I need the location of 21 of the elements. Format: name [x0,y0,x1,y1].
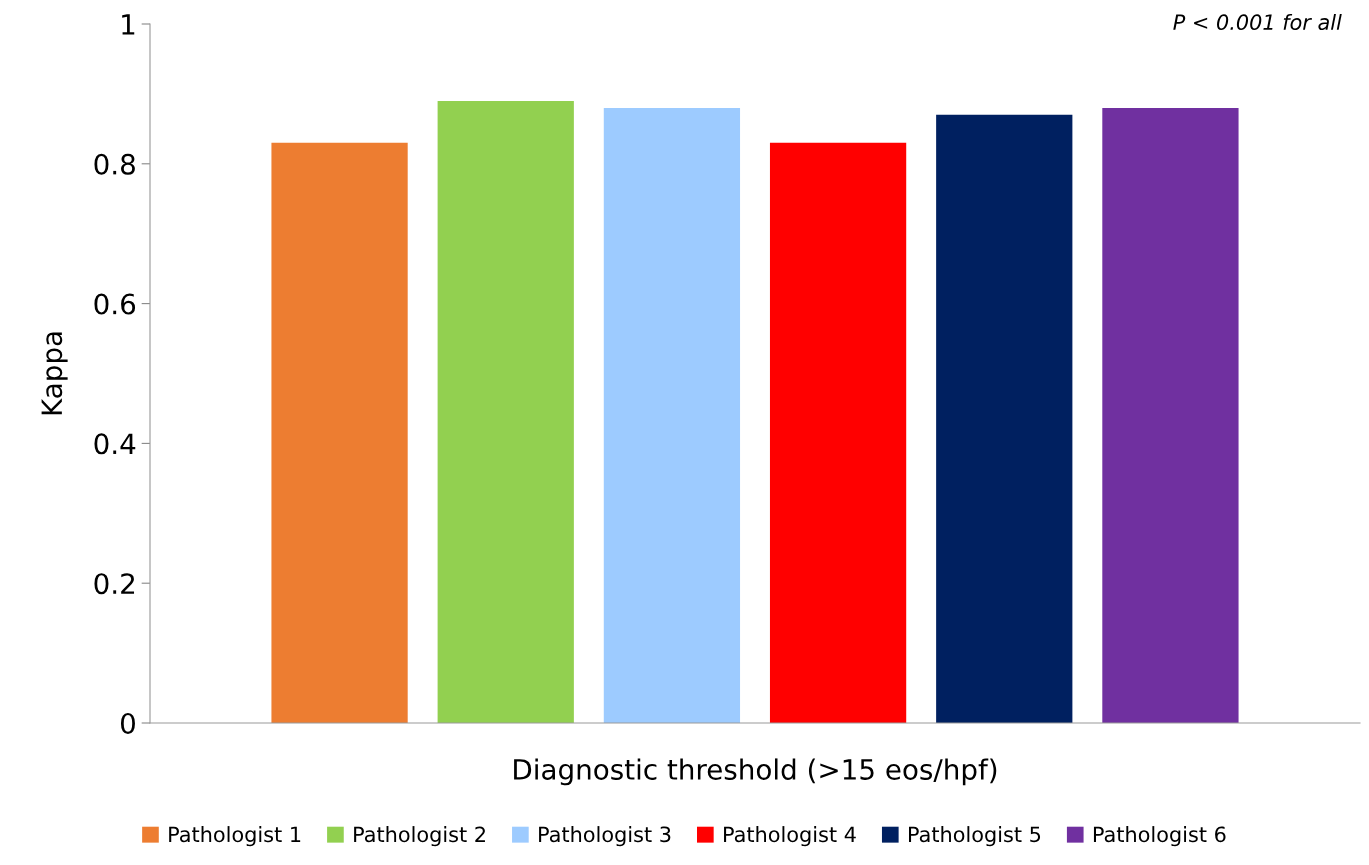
annotation: P < 0.001 for all [1173,13,1342,31]
y-tick-label: 1 [122,14,135,35]
legend-label: Pathologist 4 [724,826,856,847]
x-axis-title: Diagnostic threshold (>15 eos/hpf) [514,758,997,786]
legend-label: Pathologist 2 [354,826,485,847]
bar [936,114,1073,723]
bar [437,100,574,723]
y-tick-label: 0.4 [94,433,136,455]
legend-label: Pathologist 1 [169,826,301,847]
legend-label: Pathologist 6 [1093,826,1226,847]
y-tick-label: 0.8 [94,153,135,175]
y-tick-label: 0.2 [94,573,135,595]
y-axis-title: Kappa [41,332,68,415]
bar [271,142,408,723]
bar [1102,107,1239,723]
legend-label: Pathologist 5 [909,826,1041,847]
y-tick-label: 0.6 [94,293,136,315]
bar [603,107,741,723]
bar [769,142,907,723]
legend-label: Pathologist 3 [539,826,671,847]
y-tick-label: 0 [120,712,135,734]
